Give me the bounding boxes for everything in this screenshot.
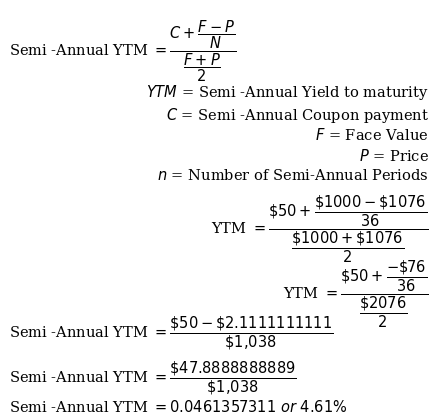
Text: $P$ = Price: $P$ = Price xyxy=(359,148,429,163)
Text: Semi -Annual YTM $= 0.0461357311$ $\mathit{or}$ $4.61\%$: Semi -Annual YTM $= 0.0461357311$ $\math… xyxy=(9,399,347,415)
Text: $YTM$ = Semi -Annual Yield to maturity: $YTM$ = Semi -Annual Yield to maturity xyxy=(146,83,429,102)
Text: $n$ = Number of Semi-Annual Periods: $n$ = Number of Semi-Annual Periods xyxy=(157,168,429,183)
Text: $F$ = Face Value: $F$ = Face Value xyxy=(315,127,429,143)
Text: $C$ = Semi -Annual Coupon payment: $C$ = Semi -Annual Coupon payment xyxy=(165,106,429,125)
Text: YTM $= \dfrac{\$50 + \dfrac{-\$76}{36}}{\dfrac{\$2076}{2}}$: YTM $= \dfrac{\$50 + \dfrac{-\$76}{36}}{… xyxy=(283,258,429,329)
Text: YTM $= \dfrac{\$50 + \dfrac{\$1000-\$1076}{36}}{\dfrac{\$1000+\$1076}{2}}$: YTM $= \dfrac{\$50 + \dfrac{\$1000-\$107… xyxy=(211,193,429,265)
Text: Semi -Annual YTM $= \dfrac{\$47.8888888889}{\$1{,}038}$: Semi -Annual YTM $= \dfrac{\$47.88888888… xyxy=(9,360,296,397)
Text: Semi -Annual YTM $= \dfrac{C + \dfrac{F-P}{N}}{\dfrac{F+P}{2}}$: Semi -Annual YTM $= \dfrac{C + \dfrac{F-… xyxy=(9,19,236,84)
Text: Semi -Annual YTM $= \dfrac{\$50 - \$2.1111111111}{\$1{,}038}$: Semi -Annual YTM $= \dfrac{\$50 - \$2.11… xyxy=(9,314,333,352)
